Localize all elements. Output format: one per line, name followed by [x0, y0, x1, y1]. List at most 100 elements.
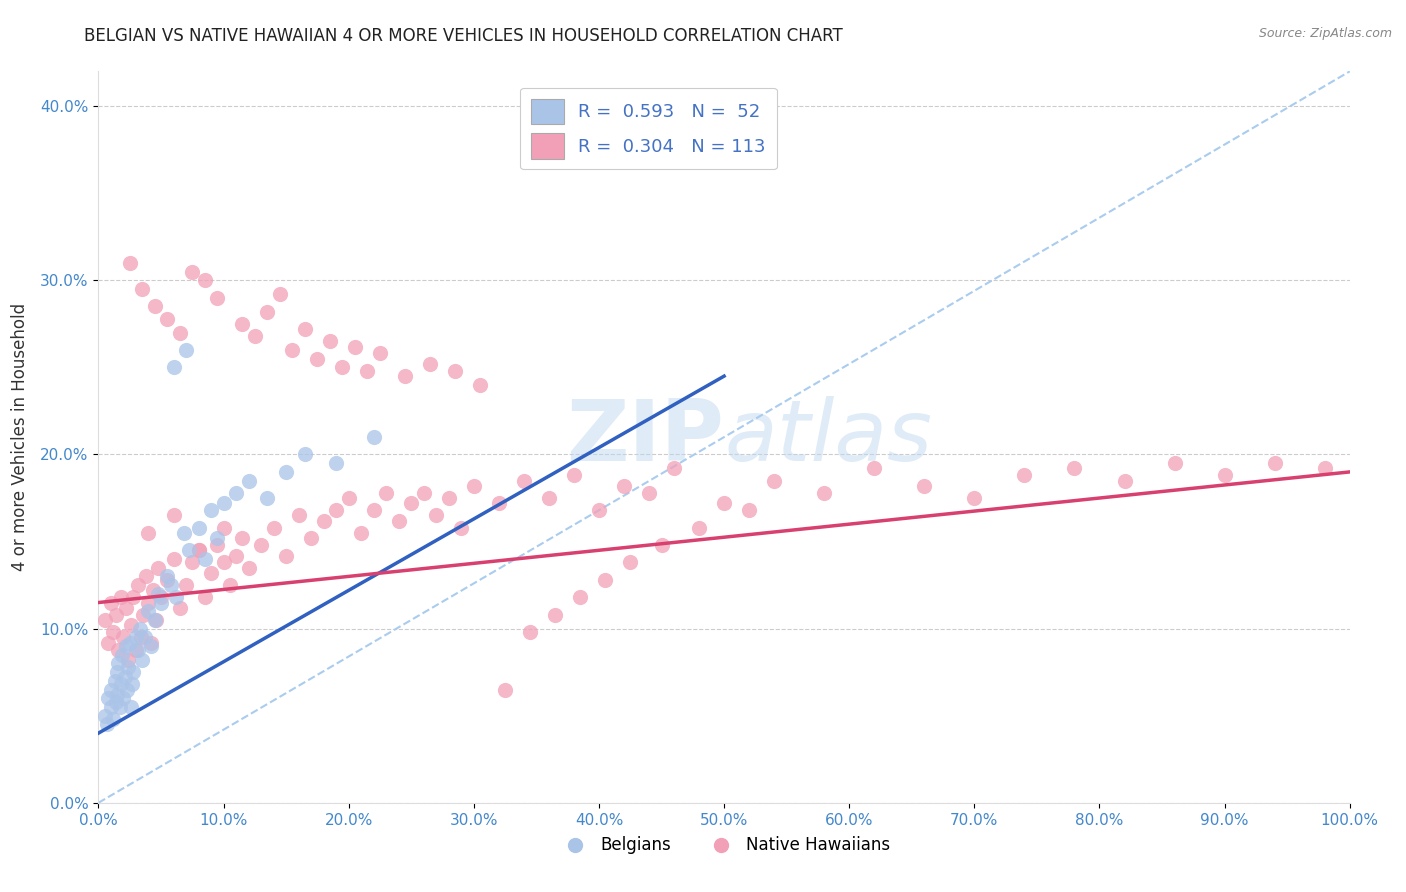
Point [863, 461, 886, 475]
Point [162, 552, 184, 566]
Point [117, 660, 139, 674]
Point [132, 607, 155, 622]
Point [225, 549, 247, 563]
Point [128, 622, 150, 636]
Point [177, 543, 200, 558]
Point [100, 595, 122, 609]
Point [181, 556, 204, 570]
Point [194, 552, 217, 566]
Text: ZIP: ZIP [567, 395, 724, 479]
Y-axis label: 4 or more Vehicles in Household: 4 or more Vehicles in Household [11, 303, 30, 571]
Point [450, 521, 472, 535]
Point [1114, 474, 1136, 488]
Point [162, 508, 184, 523]
Point [134, 631, 156, 645]
Point [97, 635, 120, 649]
Point [194, 591, 217, 605]
Point [122, 665, 145, 680]
Point [375, 485, 398, 500]
Point [225, 485, 247, 500]
Point [588, 503, 610, 517]
Point [108, 700, 131, 714]
Point [115, 600, 138, 615]
Legend: Belgians, Native Hawaiians: Belgians, Native Hawaiians [551, 829, 897, 860]
Point [150, 595, 173, 609]
Point [156, 311, 179, 326]
Point [412, 485, 434, 500]
Point [425, 508, 447, 523]
Point [148, 560, 170, 574]
Point [173, 525, 195, 540]
Point [135, 569, 157, 583]
Point [256, 304, 278, 318]
Point [207, 531, 229, 545]
Point [444, 364, 467, 378]
Point [363, 503, 385, 517]
Text: atlas: atlas [724, 395, 932, 479]
Point [1264, 456, 1286, 470]
Point [200, 566, 222, 580]
Point [299, 531, 322, 545]
Point [105, 665, 128, 680]
Point [121, 677, 143, 691]
Point [468, 377, 491, 392]
Point [294, 448, 316, 462]
Point [319, 334, 342, 349]
Point [111, 648, 134, 662]
Point [120, 700, 142, 714]
Point [813, 485, 835, 500]
Point [131, 653, 153, 667]
Point [269, 287, 291, 301]
Point [115, 639, 138, 653]
Point [156, 569, 179, 583]
Point [104, 607, 127, 622]
Point [187, 543, 209, 558]
Point [212, 496, 235, 510]
Point [148, 587, 170, 601]
Text: BELGIAN VS NATIVE HAWAIIAN 4 OR MORE VEHICLES IN HOUSEHOLD CORRELATION CHART: BELGIAN VS NATIVE HAWAIIAN 4 OR MORE VEH… [84, 27, 844, 45]
Point [593, 573, 616, 587]
Point [325, 503, 347, 517]
Point [494, 682, 516, 697]
Point [112, 691, 135, 706]
Point [118, 256, 141, 270]
Point [713, 496, 735, 510]
Point [110, 677, 132, 691]
Point [231, 531, 253, 545]
Point [437, 491, 460, 505]
Point [307, 351, 329, 366]
Point [122, 591, 145, 605]
Point [139, 639, 162, 653]
Point [129, 631, 152, 645]
Point [103, 712, 125, 726]
Point [145, 613, 167, 627]
Point [513, 474, 536, 488]
Point [114, 670, 136, 684]
Point [118, 635, 141, 649]
Point [519, 625, 541, 640]
Point [218, 578, 240, 592]
Point [688, 521, 710, 535]
Point [294, 322, 316, 336]
Point [337, 491, 360, 505]
Point [100, 700, 122, 714]
Point [110, 591, 132, 605]
Point [174, 343, 197, 357]
Point [207, 538, 229, 552]
Point [368, 346, 391, 360]
Point [138, 604, 160, 618]
Point [537, 491, 560, 505]
Point [100, 682, 122, 697]
Point [139, 635, 162, 649]
Point [93, 613, 115, 627]
Point [243, 329, 266, 343]
Point [763, 474, 786, 488]
Point [143, 613, 166, 627]
Point [650, 538, 672, 552]
Point [142, 583, 165, 598]
Point [332, 360, 354, 375]
Point [103, 625, 125, 640]
Point [97, 691, 120, 706]
Point [200, 503, 222, 517]
Point [127, 642, 149, 657]
